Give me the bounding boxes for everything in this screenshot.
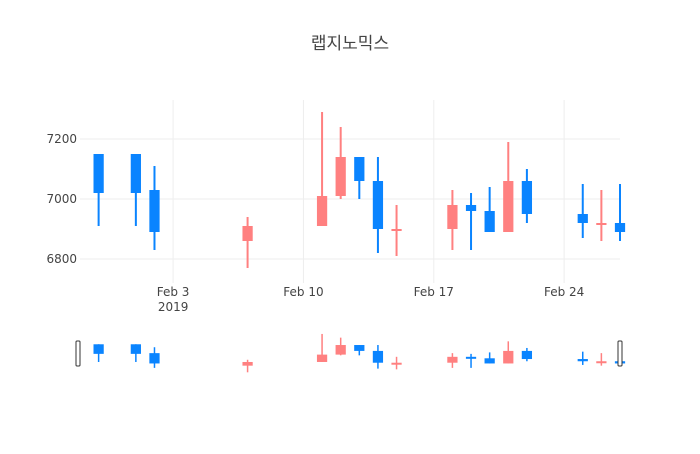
candle-body	[503, 181, 514, 232]
slider-candle-body	[521, 350, 533, 360]
candle-body	[372, 181, 384, 229]
candle-body	[242, 226, 253, 241]
candle-body	[447, 205, 458, 229]
candle-body	[354, 157, 365, 181]
chart-title: 랩지노믹스	[311, 34, 389, 54]
candle-body	[484, 211, 495, 232]
slider-candle-body	[503, 350, 514, 364]
candle-body	[596, 223, 607, 225]
candle-body	[316, 196, 328, 226]
slider-candle-body	[130, 344, 141, 354]
slider-candle-body	[391, 362, 402, 365]
slider-candle-body	[93, 344, 104, 354]
slider-candle-body	[596, 361, 607, 364]
slider-candle-body	[316, 354, 328, 362]
x-tick-label: Feb 10	[283, 285, 323, 299]
y-tick-label: 7200	[46, 132, 77, 146]
slider-candle-body	[447, 356, 458, 363]
slider-candle-body	[577, 359, 588, 362]
candle-body	[465, 205, 477, 211]
x-tick-sublabel: 2019	[158, 300, 189, 314]
slider-candle-body	[484, 358, 495, 364]
candle-body	[93, 154, 104, 193]
x-tick-label: Feb 3	[157, 285, 190, 299]
slider-handle-left[interactable]	[75, 340, 81, 367]
candle-body	[614, 223, 626, 232]
slider-candle-body	[242, 361, 253, 366]
slider-candle-body	[465, 356, 477, 359]
slider-candle-body	[354, 345, 365, 351]
y-tick-label: 6800	[46, 252, 77, 266]
candle-body	[335, 157, 346, 196]
x-tick-label: Feb 17	[414, 285, 454, 299]
grid-layer	[80, 100, 620, 283]
x-tick-label: Feb 24	[544, 285, 584, 299]
candle-body	[521, 181, 533, 214]
candle-body	[130, 154, 141, 193]
candle-layer	[93, 112, 626, 268]
candle-body	[149, 190, 160, 232]
slider-candle-body	[149, 353, 160, 364]
range-slider[interactable]	[75, 333, 626, 373]
candle-body	[391, 229, 402, 231]
slider-handle-right[interactable]	[617, 340, 623, 367]
y-tick-label: 7000	[46, 192, 77, 206]
slider-candle-body	[335, 345, 346, 355]
slider-candle-body	[372, 350, 384, 363]
candle-body	[577, 214, 588, 223]
